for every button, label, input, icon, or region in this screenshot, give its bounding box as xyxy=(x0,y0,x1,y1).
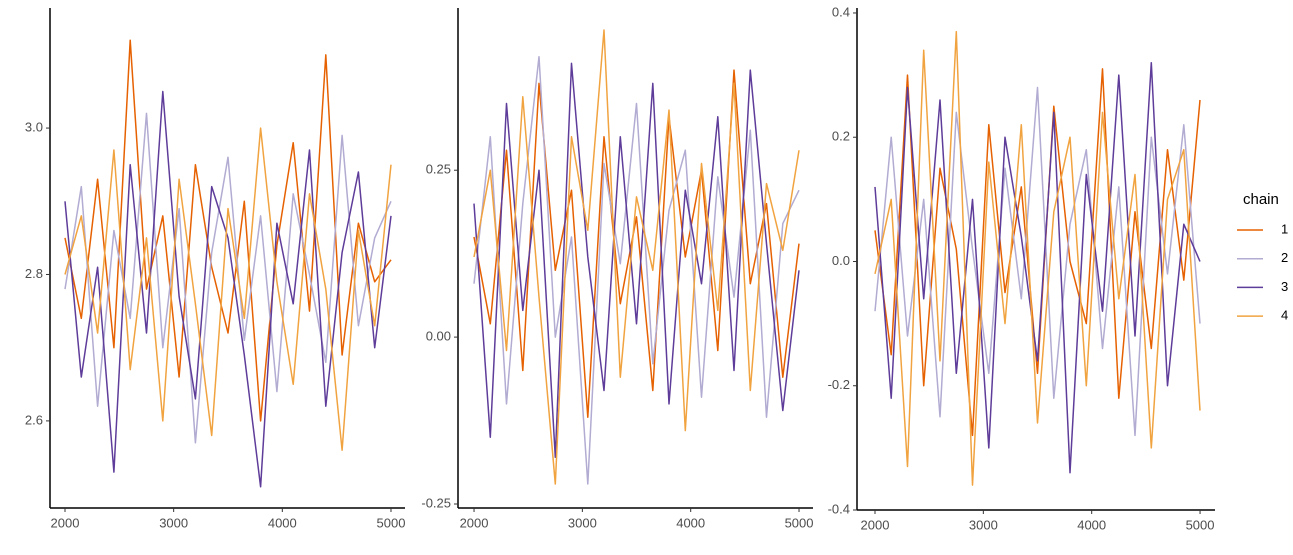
x-tick-label: 5000 xyxy=(785,515,814,530)
x-tick-label: 5000 xyxy=(1186,517,1215,532)
legend-label: 4 xyxy=(1281,308,1288,323)
legend-title: chain xyxy=(1243,191,1279,208)
y-tick-label: 0.0 xyxy=(832,253,850,268)
trace-line xyxy=(64,127,392,451)
x-tick-label: 4000 xyxy=(268,515,297,530)
y-tick-label: 3.0 xyxy=(25,119,43,134)
trace-line xyxy=(473,55,800,485)
x-tick-label: 3000 xyxy=(568,515,597,530)
legend-label: 2 xyxy=(1281,250,1288,265)
y-tick-label: 0.2 xyxy=(832,129,850,144)
x-tick-label: 2000 xyxy=(460,515,489,530)
legend-label: 1 xyxy=(1281,221,1288,236)
y-tick-label: 2.8 xyxy=(25,266,43,281)
x-tick-label: 2000 xyxy=(861,517,890,532)
trace-line xyxy=(473,69,800,418)
y-tick-label: -0.4 xyxy=(828,501,850,516)
trace-line xyxy=(874,30,1201,486)
x-tick-label: 2000 xyxy=(51,515,80,530)
trace-line xyxy=(473,62,800,459)
y-tick-label: 0.4 xyxy=(832,4,850,19)
trace-line xyxy=(874,68,1201,437)
legend-label: 3 xyxy=(1281,279,1288,294)
trace-line xyxy=(64,112,392,444)
trace-line xyxy=(64,90,392,488)
x-tick-label: 4000 xyxy=(676,515,705,530)
y-tick-label: 2.6 xyxy=(25,412,43,427)
x-tick-label: 4000 xyxy=(1077,517,1106,532)
x-tick-label: 3000 xyxy=(969,517,998,532)
x-tick-label: 5000 xyxy=(377,515,406,530)
y-tick-label: -0.2 xyxy=(828,377,850,392)
trace-line xyxy=(64,39,392,422)
y-tick-label: -0.25 xyxy=(421,495,451,510)
x-tick-label: 3000 xyxy=(159,515,188,530)
y-tick-label: 0.25 xyxy=(426,162,451,177)
y-tick-label: 0.00 xyxy=(426,329,451,344)
trace-line xyxy=(874,86,1201,437)
trace-line xyxy=(874,61,1201,474)
trace-line xyxy=(473,29,800,485)
